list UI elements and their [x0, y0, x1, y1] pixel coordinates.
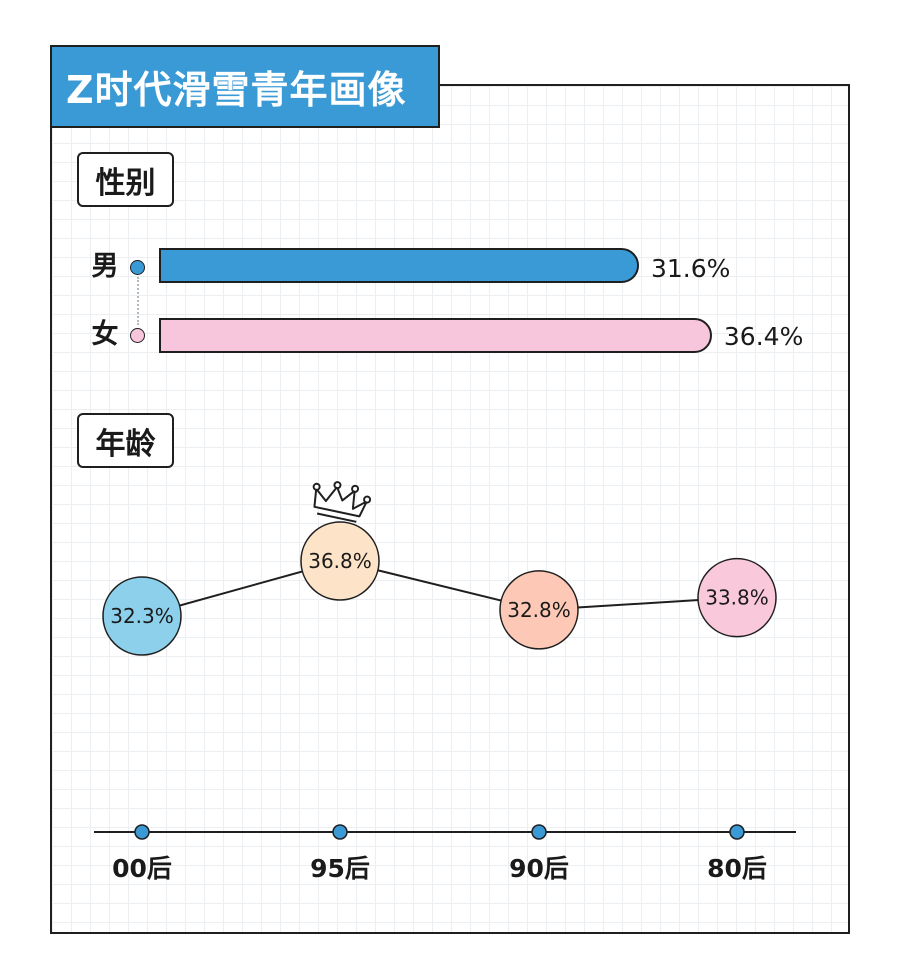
age-value-label-2: 32.8%: [507, 598, 571, 622]
gender-dot-female: [130, 328, 145, 343]
gender-label-female: 女: [91, 319, 119, 350]
gender-bar-female: [159, 318, 712, 353]
x-axis-label-0: 00后: [112, 854, 172, 883]
gender-bar-male: [159, 248, 639, 283]
x-axis-tick-2: [531, 824, 547, 840]
gender-value-male: 31.6%: [651, 254, 731, 283]
x-axis-tick-0: [134, 824, 150, 840]
age-bubble-90后: [499, 570, 579, 650]
x-axis-tick-3: [729, 824, 745, 840]
gender-section-label: 性别: [77, 152, 174, 207]
gender-dot-male: [130, 260, 145, 275]
age-bubble-00后: [102, 576, 182, 656]
x-axis-label-1: 95后: [310, 854, 370, 883]
age-value-label-1: 36.8%: [308, 549, 372, 573]
chart-frame: [50, 84, 850, 934]
x-axis-label-3: 80后: [707, 854, 767, 883]
crown-icon: [312, 481, 372, 523]
gender-label-male: 男: [91, 251, 119, 282]
age-value-label-0: 32.3%: [110, 604, 174, 628]
gender-connector-line: [137, 277, 139, 325]
page-title: Z时代滑雪青年画像: [50, 45, 440, 128]
x-axis-label-2: 90后: [509, 854, 569, 883]
age-value-label-3: 33.8%: [705, 586, 769, 610]
age-bubble-80后: [697, 557, 777, 638]
gender-value-female: 36.4%: [723, 322, 804, 351]
age-section-label: 年龄: [77, 413, 174, 468]
x-axis-tick-1: [332, 824, 348, 840]
age-bubble-95后: [300, 521, 380, 601]
